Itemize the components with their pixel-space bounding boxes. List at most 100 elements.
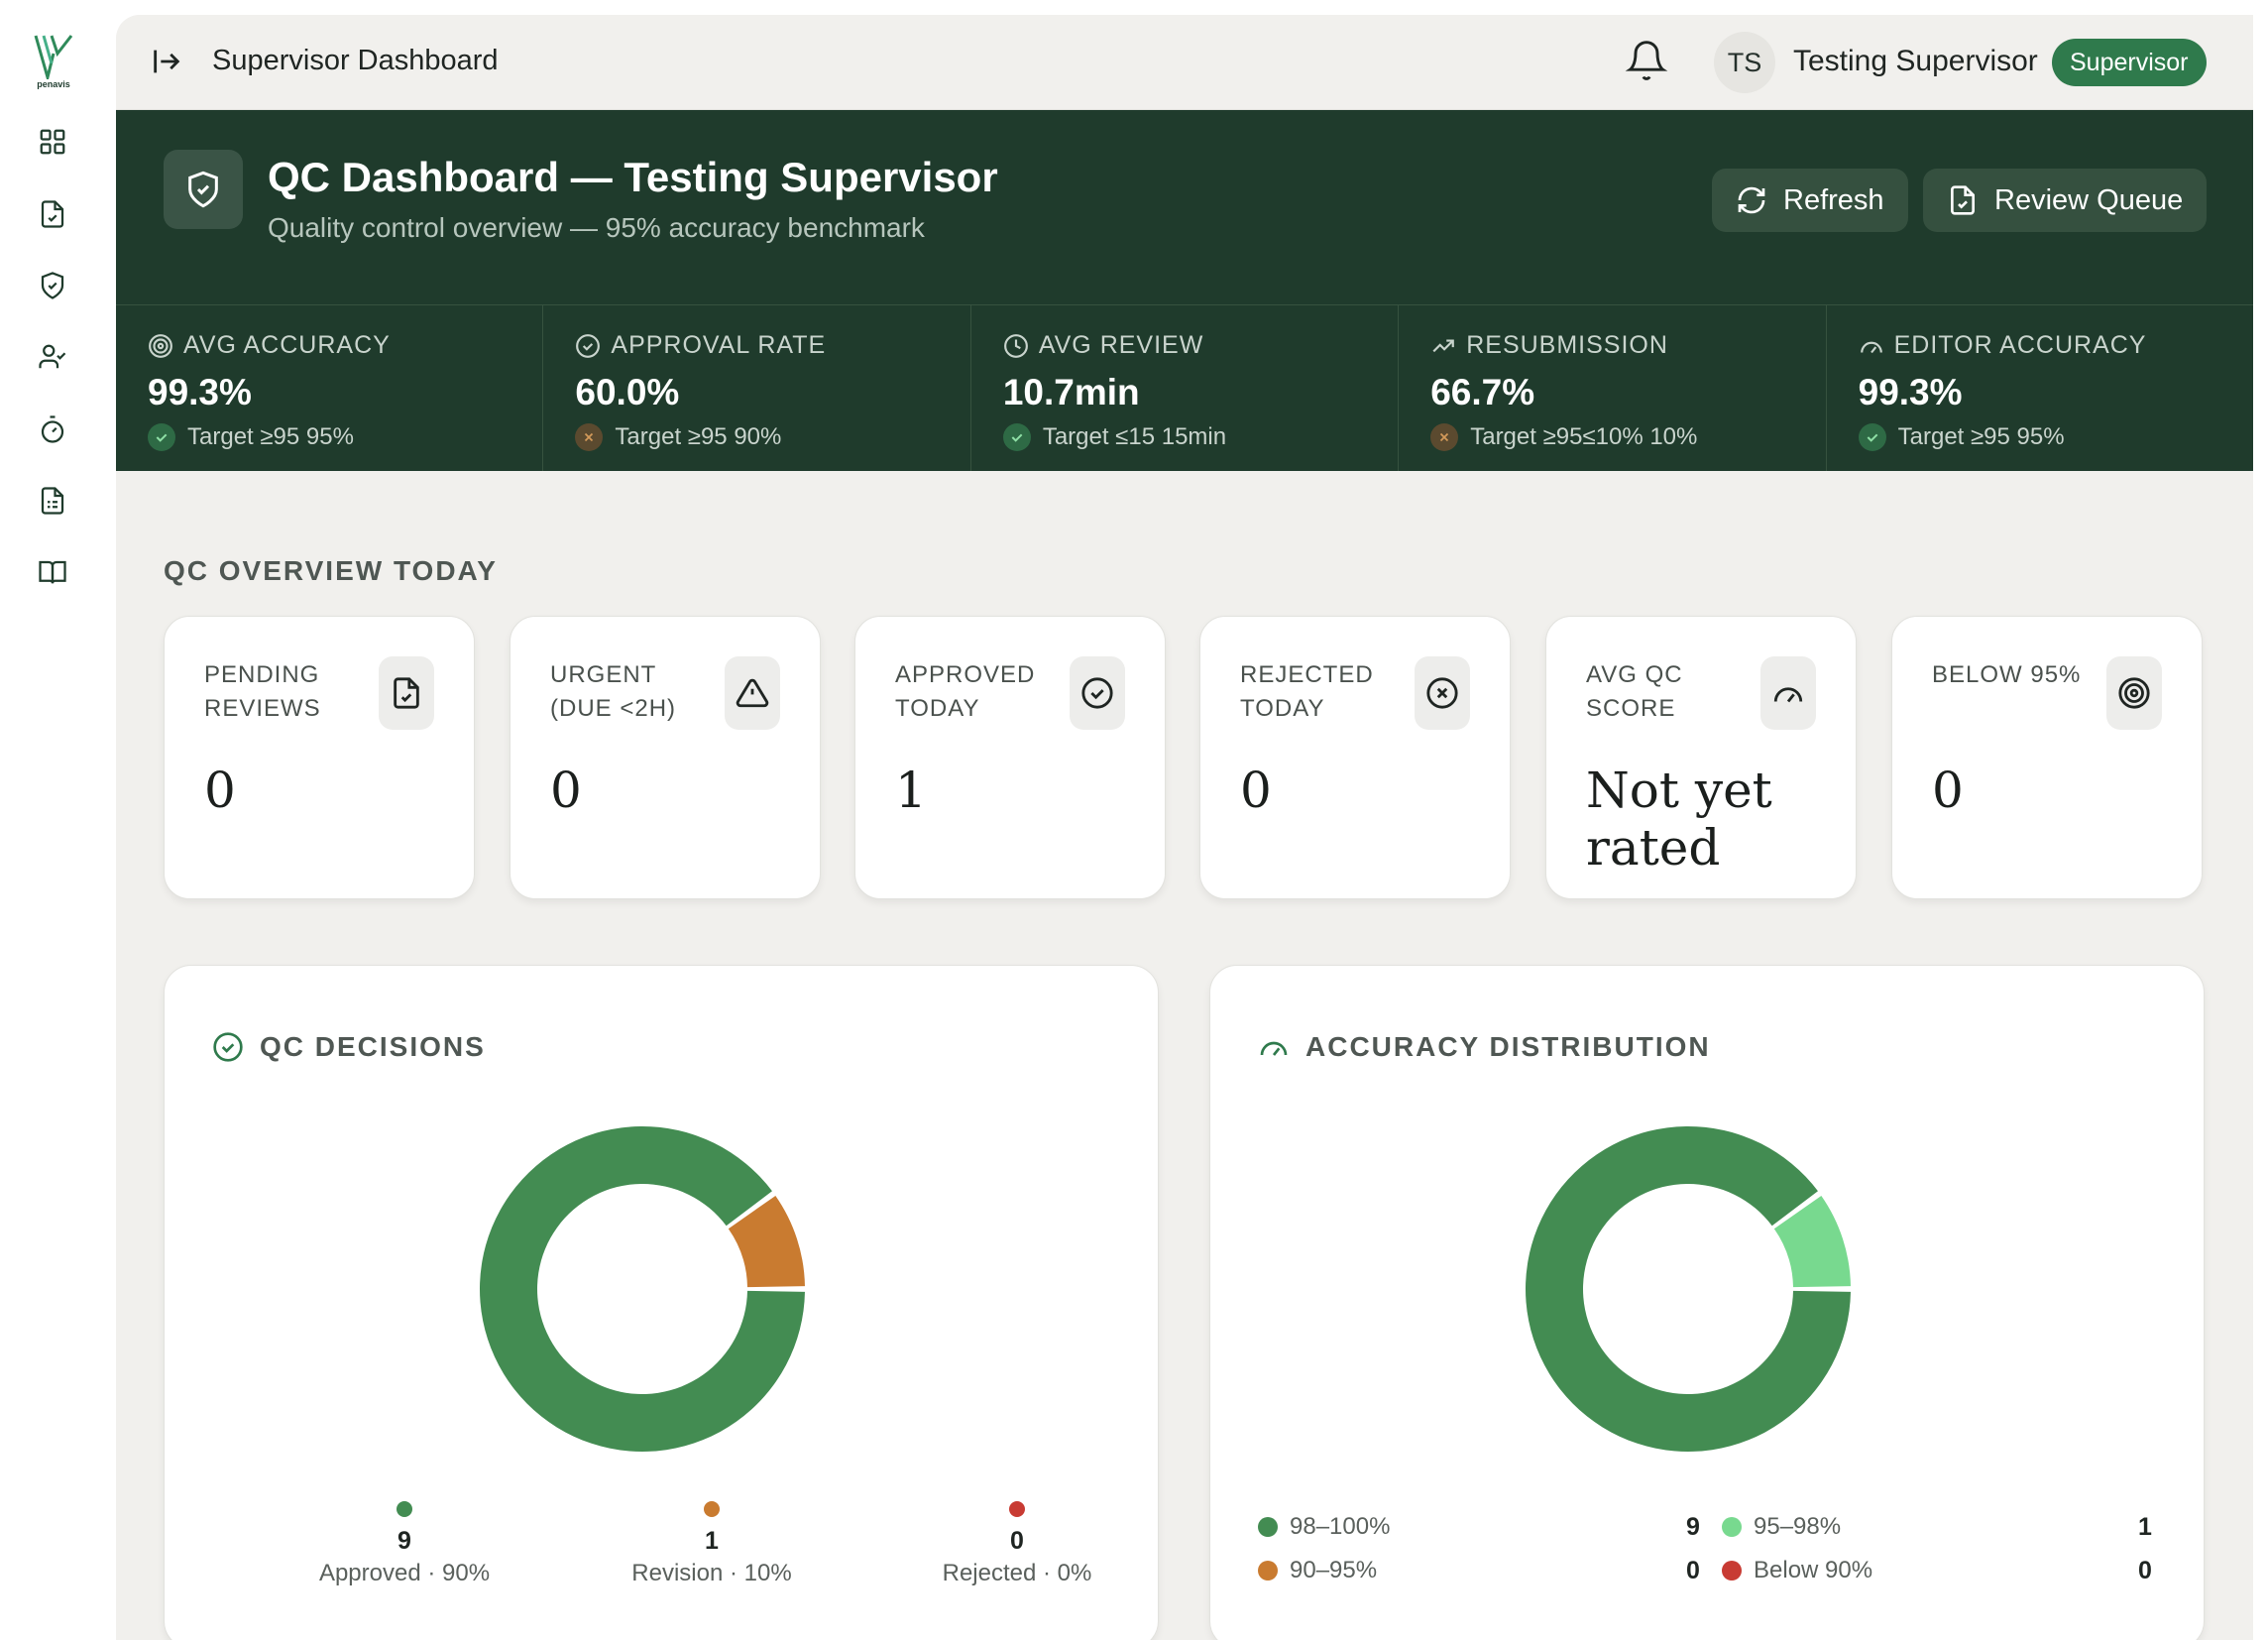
nav-dashboard-icon[interactable] <box>36 125 69 159</box>
donut-slice-95-98-[interactable] <box>1773 1195 1851 1288</box>
legend-dot <box>1258 1517 1278 1537</box>
legend-95-98: 95–98% <box>1722 1513 1841 1541</box>
donut-slice-98-100-[interactable] <box>1525 1126 1851 1452</box>
kpi-target: Target ≥95 95% <box>187 423 354 450</box>
legend-revision: 1 Revision · 10% <box>603 1501 821 1587</box>
card-label: REJECTED TODAY <box>1240 661 1374 722</box>
legend-label: 90–95% <box>1290 1557 1378 1583</box>
card-value: 0 <box>1932 761 1964 819</box>
kpi-label: AVG REVIEW <box>1038 331 1204 359</box>
card-label: URGENT (DUE <2H) <box>550 661 677 722</box>
card-avg-qc-score[interactable]: AVG QC SCORE Not yet rated <box>1545 616 1857 899</box>
legend-below-90: Below 90% <box>1722 1557 1872 1584</box>
legend-label: Below 90% <box>1754 1557 1873 1583</box>
nav-timer-icon[interactable] <box>36 412 69 446</box>
kpi-target: Target ≥95 95% <box>1897 423 2065 450</box>
check-circle-icon <box>576 333 601 358</box>
target-icon <box>149 333 172 358</box>
avatar[interactable]: TS <box>1714 32 1775 93</box>
legend-count: 0 <box>1686 1557 1700 1584</box>
legend-count: 0 <box>2138 1557 2152 1584</box>
card-pending-reviews[interactable]: PENDING REVIEWS 0 <box>164 616 475 899</box>
review-queue-button[interactable]: Review Queue <box>1923 169 2208 232</box>
nav-book-icon[interactable] <box>36 555 69 589</box>
file-check-icon <box>1951 185 1975 215</box>
review-queue-label: Review Queue <box>1994 183 2184 216</box>
legend-90-95: 90–95% <box>1258 1557 1377 1584</box>
legend-label: Approved · 90% <box>318 1560 491 1586</box>
gauge-icon <box>1260 1041 1288 1056</box>
legend-98-100: 98–100% <box>1258 1513 1390 1541</box>
refresh-button[interactable]: Refresh <box>1712 169 1908 232</box>
donut-slice-approved[interactable] <box>479 1126 805 1452</box>
alert-triangle-icon <box>725 656 780 730</box>
kpi-target: Target ≤15 15min <box>1042 423 1227 450</box>
gauge-icon <box>1760 656 1816 730</box>
section-title-overview: QC OVERVIEW TODAY <box>164 555 498 586</box>
panel-title: QC DECISIONS <box>260 1031 486 1062</box>
logo-mark-icon <box>34 35 73 83</box>
legend-dot <box>1258 1561 1278 1581</box>
legend-label: Revision · 10% <box>631 1560 792 1586</box>
legend-approved: 9 Approved · 90% <box>295 1501 513 1587</box>
app-logo[interactable]: penavis <box>32 34 75 93</box>
qc-decisions-donut-chart <box>479 1126 805 1452</box>
kpi-resubmission: RESUBMISSION 66.7% Target ≥95≤10% 10% <box>1399 305 1827 471</box>
legend-value: 9 <box>397 1527 411 1555</box>
card-approved-today[interactable]: APPROVED TODAY 1 <box>854 616 1166 899</box>
legend-rejected: 0 Rejected · 0% <box>908 1501 1126 1587</box>
card-rejected-today[interactable]: REJECTED TODAY 0 <box>1199 616 1511 899</box>
kpi-value: 60.0% <box>575 372 680 412</box>
trending-up-icon <box>1432 339 1455 352</box>
card-value: 0 <box>204 761 236 819</box>
card-below-95[interactable]: BELOW 95% 0 <box>1891 616 2203 899</box>
gauge-icon <box>1860 341 1882 353</box>
card-label: BELOW 95% <box>1932 661 2082 688</box>
nav-report-icon[interactable] <box>36 484 69 518</box>
legend-dot <box>704 1501 720 1517</box>
panel-title: ACCURACY DISTRIBUTION <box>1305 1031 1711 1062</box>
overview-cards: PENDING REVIEWS 0 URGENT (DUE <2H) 0 APP… <box>164 616 2206 899</box>
page-title: Supervisor Dashboard <box>212 45 499 76</box>
check-icon <box>1002 423 1031 451</box>
file-check-icon <box>379 656 434 730</box>
kpi-label: APPROVAL RATE <box>611 331 827 359</box>
role-badge: Supervisor <box>2052 39 2207 86</box>
legend-dot <box>397 1501 412 1517</box>
check-icon <box>148 423 175 451</box>
hero-title: QC Dashboard — Testing Supervisor <box>268 154 998 200</box>
kpi-label: EDITOR ACCURACY <box>1893 331 2147 359</box>
user-name[interactable]: Testing Supervisor <box>1793 45 2038 77</box>
x-icon <box>575 423 604 451</box>
kpi-editor-accuracy: EDITOR ACCURACY 99.3% Target ≥95 95% <box>1827 305 2253 471</box>
qc-decisions-panel: QC DECISIONS 9 Approved · 90% 1 Revision… <box>164 965 1159 1640</box>
card-label: AVG QC SCORE <box>1586 661 1683 722</box>
target-icon <box>2106 656 2162 730</box>
legend-dot <box>1722 1561 1742 1581</box>
card-value: 0 <box>550 761 582 819</box>
nav-shield-icon[interactable] <box>36 269 69 302</box>
kpi-strip: AVG ACCURACY 99.3% Target ≥95 95% APPROV… <box>116 304 2253 471</box>
legend-value: 1 <box>705 1527 719 1555</box>
check-circle-icon <box>213 1032 243 1062</box>
legend-count: 9 <box>1686 1513 1700 1541</box>
refresh-icon <box>1738 186 1765 214</box>
hero-banner: QC Dashboard — Testing Supervisor Qualit… <box>116 110 2253 304</box>
legend-count: 1 <box>2138 1513 2152 1541</box>
kpi-avg-review: AVG REVIEW 10.7min Target ≤15 15min <box>971 305 1400 471</box>
kpi-value: 99.3% <box>1858 372 1963 412</box>
logo-text: penavis <box>37 79 70 89</box>
kpi-target: Target ≥95 90% <box>615 423 782 450</box>
kpi-label: RESUBMISSION <box>1466 331 1668 359</box>
kpi-target: Target ≥95≤10% 10% <box>1470 423 1698 450</box>
sidebar-toggle-icon[interactable] <box>150 45 183 78</box>
legend-dot <box>1722 1517 1742 1537</box>
bell-icon[interactable] <box>1625 39 1668 82</box>
card-label: PENDING REVIEWS <box>204 661 321 722</box>
topbar: Supervisor Dashboard TS Testing Supervis… <box>116 15 2253 110</box>
nav-documents-icon[interactable] <box>36 197 69 231</box>
nav-user-check-icon[interactable] <box>36 340 69 374</box>
card-urgent[interactable]: URGENT (DUE <2H) 0 <box>510 616 821 899</box>
donut-slice-revision[interactable] <box>728 1195 805 1288</box>
refresh-label: Refresh <box>1783 183 1884 216</box>
